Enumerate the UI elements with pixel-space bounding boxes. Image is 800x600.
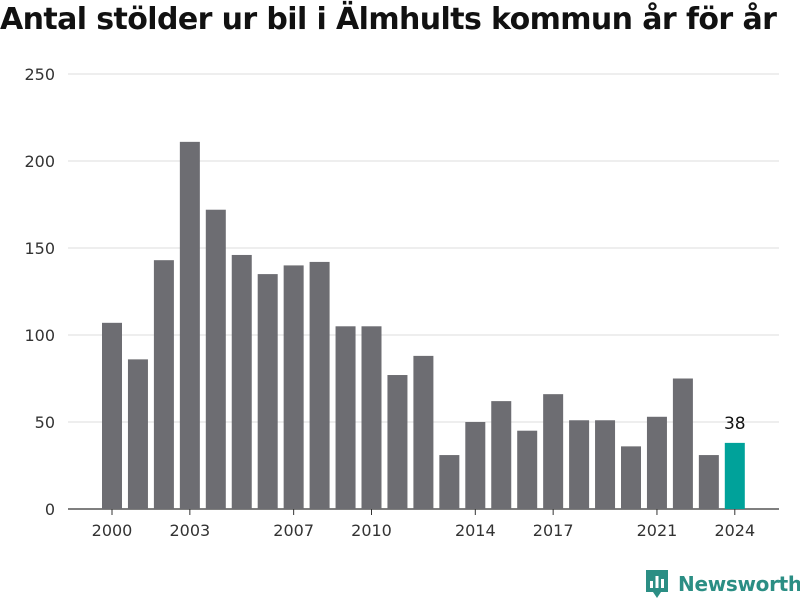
bar-2023 — [698, 455, 719, 509]
bar-2000 — [102, 322, 122, 509]
bar-2019 — [595, 420, 616, 509]
x-tick-label: 2014 — [455, 521, 496, 540]
bar-2016 — [517, 430, 538, 509]
bar-2012 — [413, 355, 434, 509]
x-tick-label: 2024 — [714, 521, 755, 540]
bar-2011 — [387, 375, 408, 509]
bar-2022 — [672, 378, 693, 509]
x-tick-label: 2021 — [637, 521, 678, 540]
bar-2007 — [283, 265, 304, 509]
bar-2013 — [439, 455, 460, 509]
bar-2006 — [257, 274, 278, 509]
bar-2020 — [621, 446, 641, 509]
bar-2001 — [127, 359, 148, 509]
bar-2008 — [309, 261, 330, 509]
x-tick-label: 2000 — [92, 521, 133, 540]
data-label-2024: 38 — [724, 414, 746, 434]
newsworthy-logo-icon — [646, 570, 668, 598]
x-tick-label: 2007 — [273, 521, 314, 540]
bar-2002 — [153, 260, 174, 509]
bar-2004 — [205, 209, 226, 509]
bar-2010 — [361, 326, 382, 509]
y-tick-label: 100 — [24, 326, 55, 345]
bars — [102, 141, 745, 510]
data-labels: 38 — [724, 414, 746, 434]
y-tick-label: 150 — [24, 239, 55, 258]
bar-2014 — [465, 422, 486, 509]
x-tick-label: 2010 — [351, 521, 392, 540]
bar-2021 — [646, 416, 667, 509]
brand-name: Newsworthy — [678, 572, 800, 596]
bar-2003 — [179, 141, 200, 510]
chart-title: Antal stölder ur bil i Älmhults kommun å… — [0, 2, 777, 37]
y-axis-ticks: 0 50 100 150 200 250 — [24, 65, 55, 519]
x-tick-label: 2017 — [533, 521, 574, 540]
y-tick-label: 200 — [24, 152, 55, 171]
x-axis-ticks: 2000 2003 2007 2010 2014 2017 2021 2024 — [92, 509, 755, 540]
bar-2017 — [543, 394, 564, 509]
y-tick-label: 0 — [45, 500, 55, 519]
brand: Newsworthy — [644, 568, 800, 600]
x-tick-label: 2003 — [169, 521, 210, 540]
bar-2018 — [569, 420, 590, 509]
bar-2005 — [231, 254, 252, 509]
bar-2009 — [335, 326, 356, 509]
y-tick-label: 50 — [35, 413, 55, 432]
y-tick-label: 250 — [24, 65, 55, 84]
bar-2015 — [491, 401, 512, 509]
bar-2024 — [724, 442, 745, 509]
